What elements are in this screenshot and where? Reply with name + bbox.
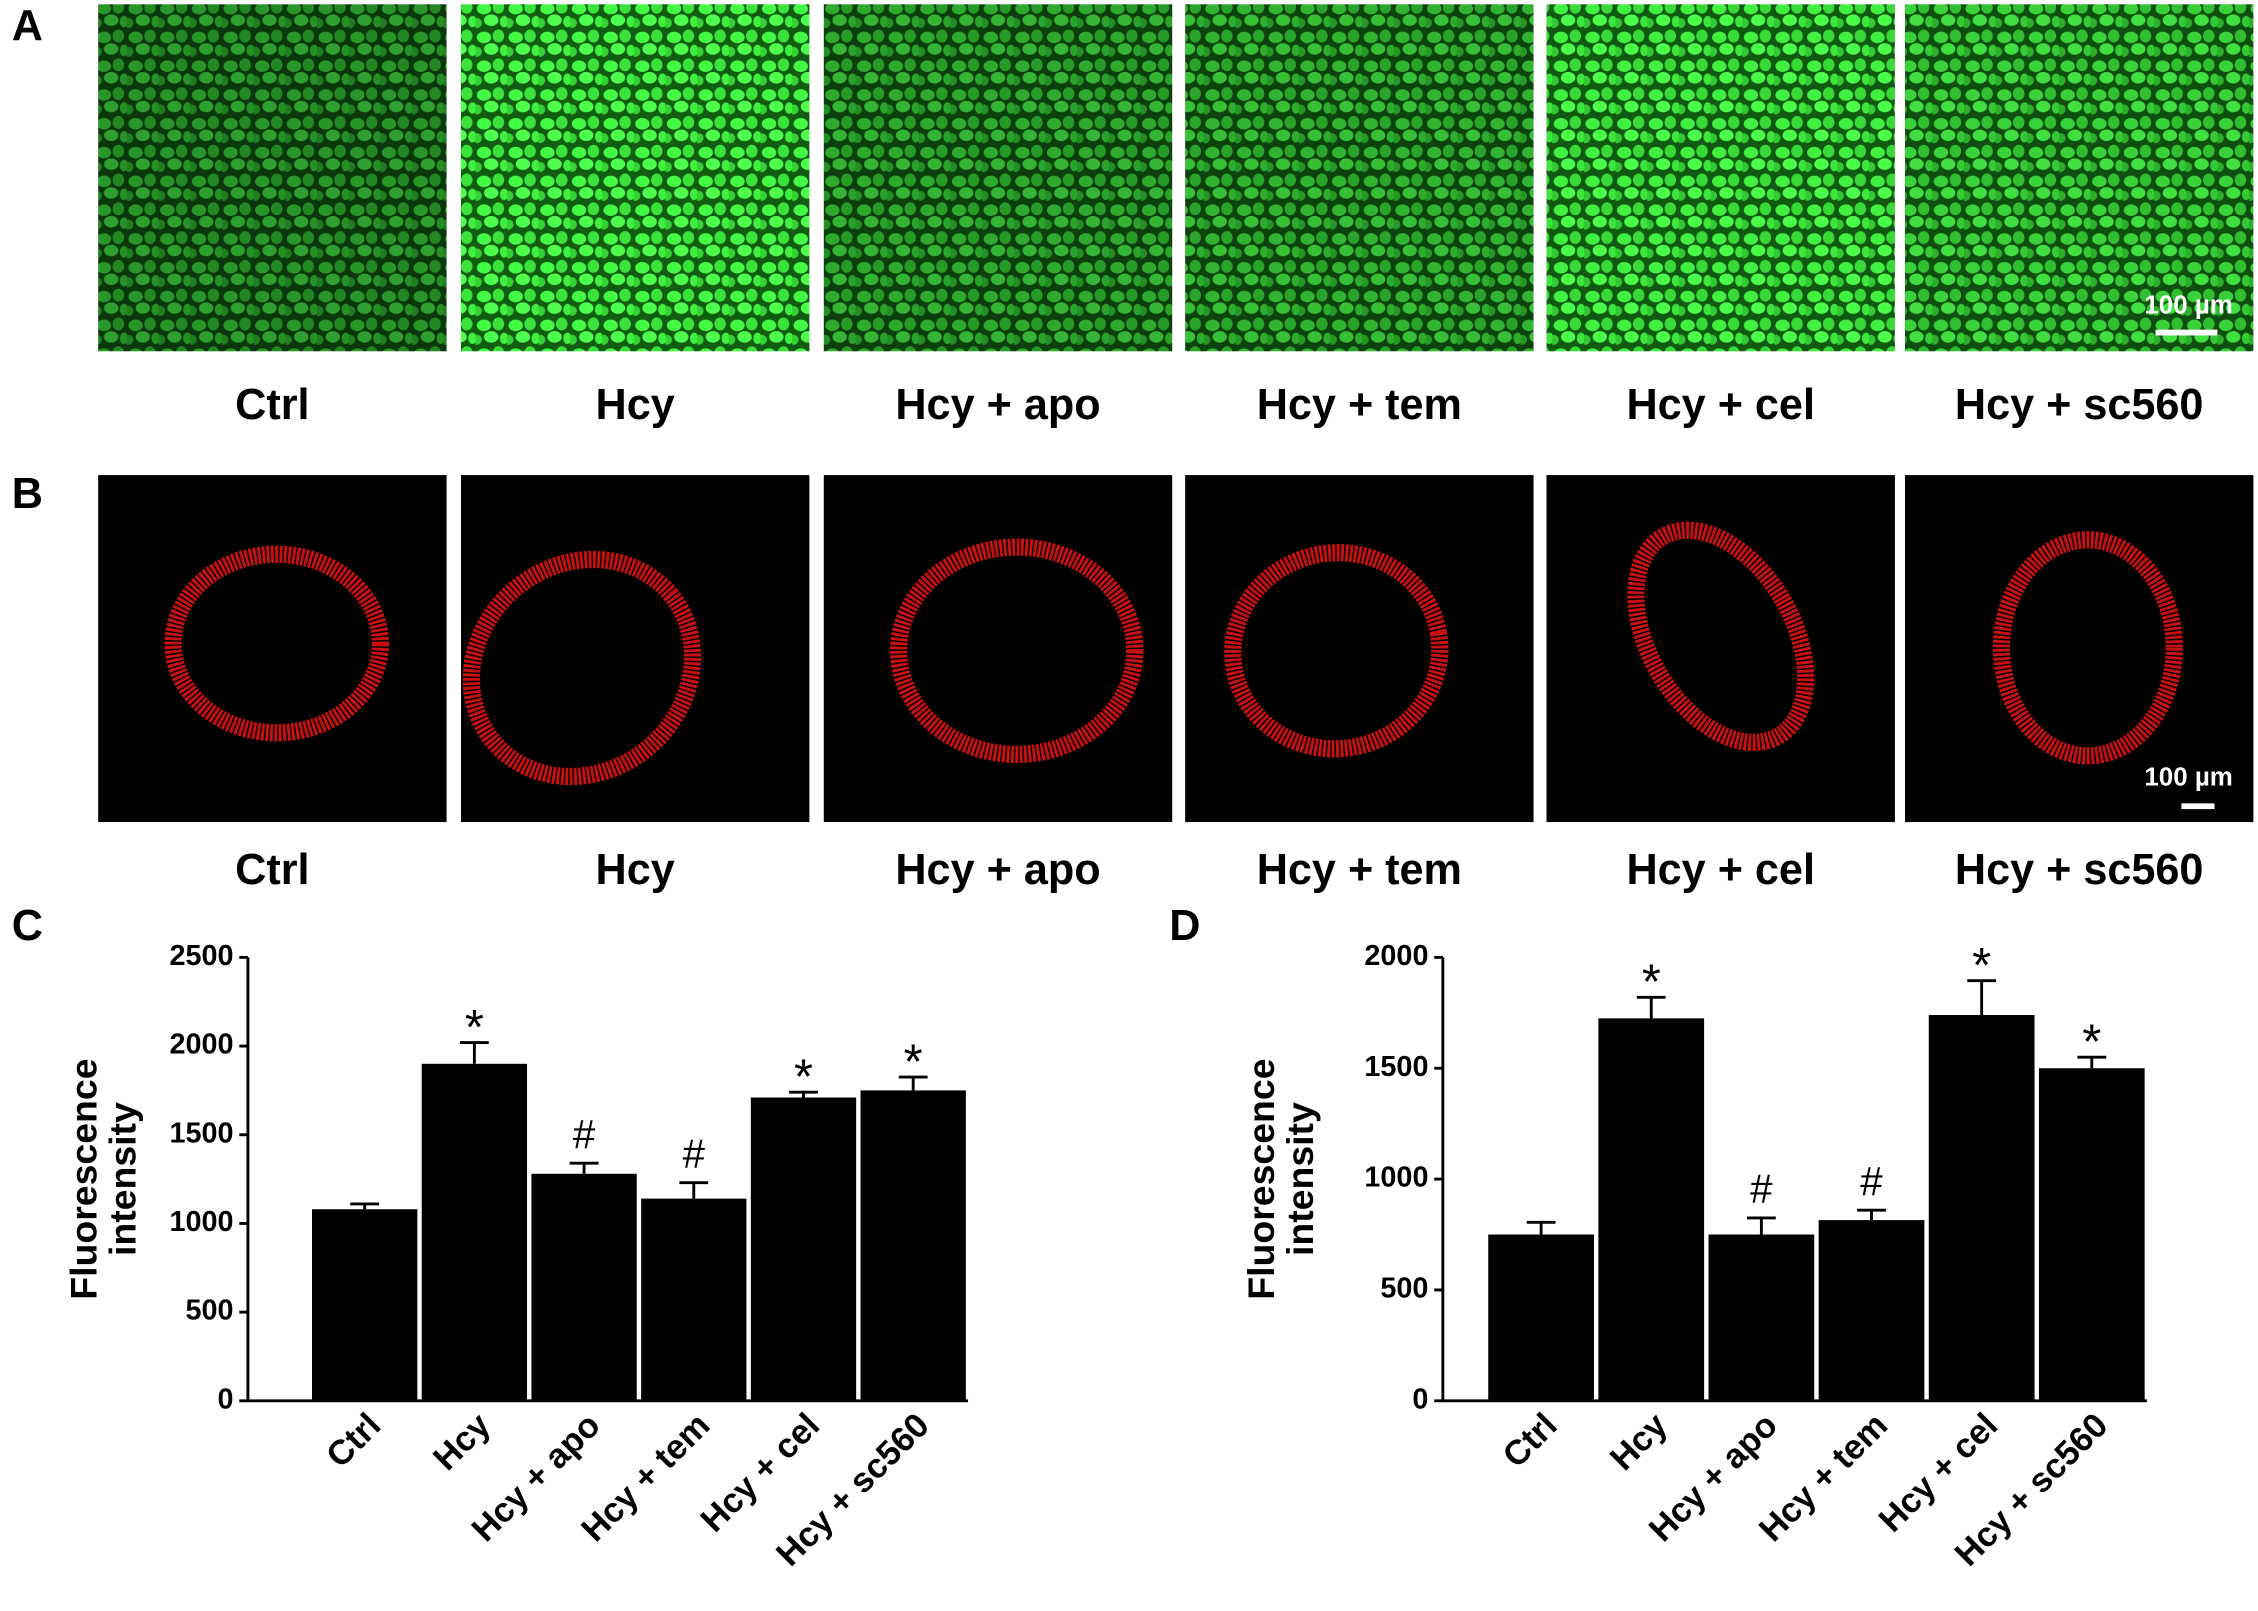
image-label: Hcy + sc560 [1955, 381, 2204, 429]
significance-mark: * [904, 1036, 923, 1090]
significance-mark: * [794, 1051, 813, 1105]
significance-mark: # [573, 1112, 596, 1157]
bar [2038, 1068, 2145, 1401]
significance-mark: * [2082, 1016, 2101, 1070]
image-label: Hcy + sc560 [1955, 846, 2204, 894]
significance-mark: # [1750, 1167, 1773, 1212]
y-tick-label: 0 [1412, 1383, 1428, 1415]
micrograph [1546, 475, 1895, 823]
significance-mark: * [465, 1001, 484, 1055]
scale-bar-label: 100 µm [2144, 291, 2232, 319]
micrograph [1185, 475, 1534, 823]
micrograph [98, 475, 447, 823]
micrograph [1904, 4, 2254, 352]
panel-label: A [12, 2, 43, 50]
x-tick-label: Ctrl [319, 1406, 388, 1475]
y-axis-label: Fluorescence [63, 1058, 105, 1299]
image-label: Ctrl [235, 381, 309, 429]
micrograph [460, 475, 810, 823]
significance-mark: # [1860, 1159, 1883, 1204]
significance-mark: # [683, 1131, 706, 1176]
bar [750, 1097, 857, 1401]
x-tick-label: Hcy [1603, 1406, 1675, 1478]
bar [860, 1090, 966, 1401]
panel-label: D [1169, 902, 1200, 950]
y-axis-label: intensity [101, 1102, 143, 1256]
bar [531, 1173, 637, 1401]
bar [1598, 1018, 1705, 1401]
y-tick-label: 2000 [169, 1029, 233, 1061]
y-axis-label: intensity [1279, 1102, 1321, 1256]
vessel-ring [1992, 531, 2183, 765]
micrograph [1185, 4, 1534, 352]
image-label: Hcy + apo [895, 381, 1100, 429]
image-label: Hcy [596, 381, 675, 429]
bar [1488, 1234, 1594, 1401]
bar [1928, 1015, 2035, 1401]
x-tick-label: Hcy [426, 1406, 498, 1478]
x-tick-label: Ctrl [1496, 1406, 1565, 1475]
y-tick-label: 2500 [169, 940, 233, 972]
micrograph [460, 4, 810, 352]
bar [641, 1198, 747, 1401]
image-label: Ctrl [235, 846, 309, 894]
vessel-ring [462, 550, 702, 786]
micrograph [823, 4, 1173, 352]
significance-mark: * [1642, 956, 1661, 1010]
significance-mark: * [1972, 939, 1991, 993]
image-label: Hcy + apo [895, 846, 1100, 894]
bar [421, 1063, 528, 1401]
bar [312, 1209, 418, 1401]
image-label: Hcy + tem [1257, 846, 1462, 894]
y-tick-label: 2000 [1364, 940, 1428, 972]
bar [1818, 1220, 1925, 1401]
vessel-ring [1224, 544, 1449, 758]
micrograph [823, 475, 1173, 823]
bar [1708, 1234, 1815, 1401]
panel-label: C [12, 902, 43, 950]
scale-bar-label: 100 µm [2144, 764, 2232, 792]
y-tick-label: 1500 [169, 1117, 233, 1149]
panel-label: B [12, 470, 43, 518]
image-label: Hcy + cel [1626, 846, 1814, 894]
y-tick-label: 1500 [1364, 1051, 1428, 1083]
y-tick-label: 1000 [1364, 1162, 1428, 1194]
y-tick-label: 1000 [169, 1206, 233, 1238]
image-label: Hcy + tem [1257, 381, 1462, 429]
vessel-ring [1627, 521, 1815, 752]
micrograph [1546, 4, 1895, 352]
y-tick-label: 0 [218, 1383, 234, 1415]
micrograph [98, 4, 447, 352]
image-label: Hcy + cel [1626, 381, 1814, 429]
vessel-ring [890, 538, 1144, 764]
image-label: Hcy [596, 846, 675, 894]
y-tick-label: 500 [185, 1295, 233, 1327]
vessel-ring [164, 545, 390, 742]
y-axis-label: Fluorescence [1240, 1058, 1282, 1299]
y-tick-label: 500 [1380, 1273, 1428, 1305]
